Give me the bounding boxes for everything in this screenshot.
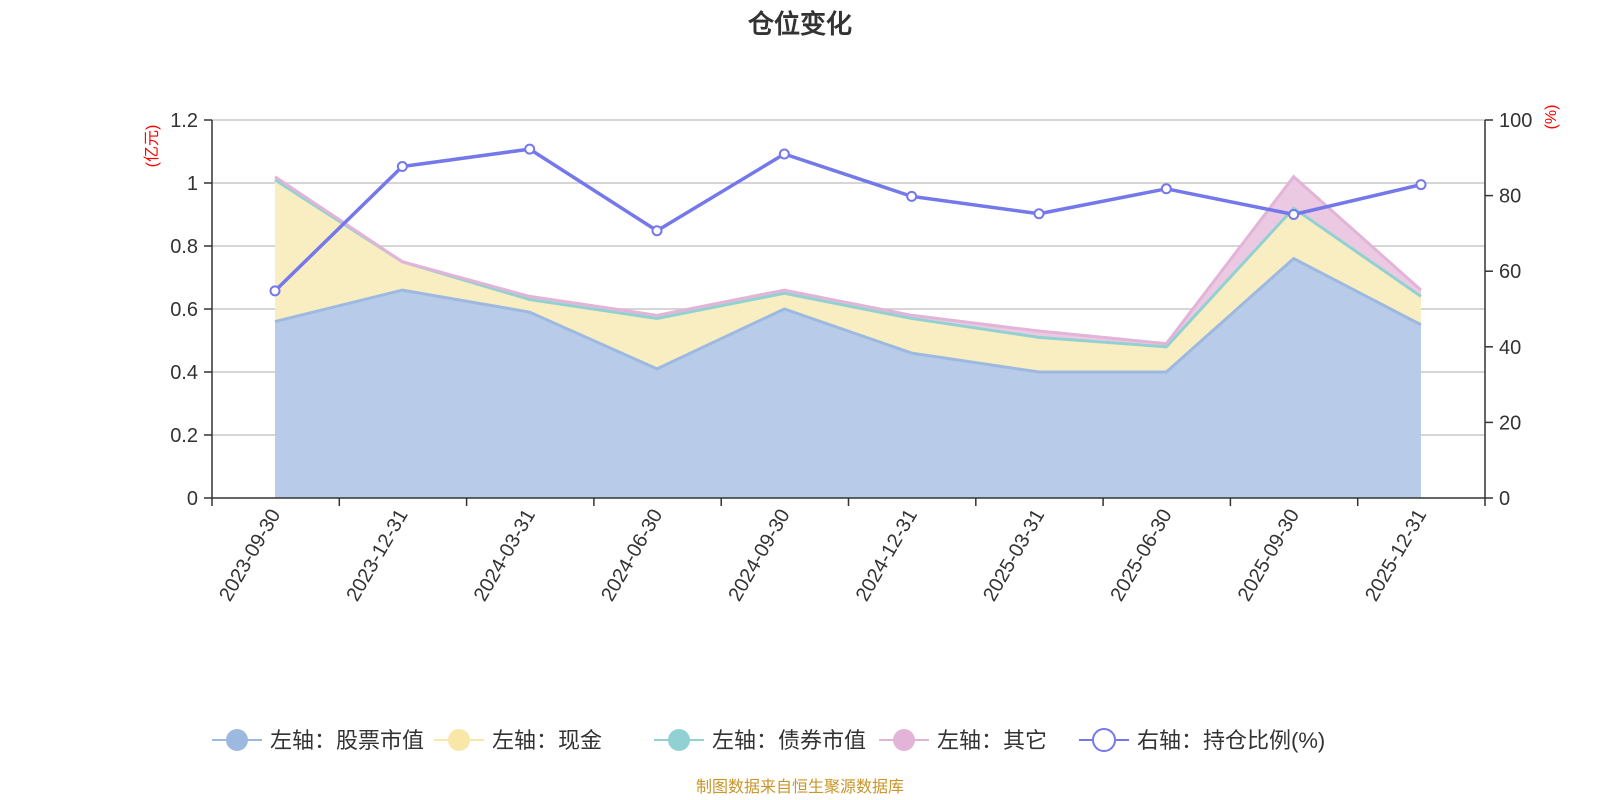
left-tick-label: 0.2 xyxy=(170,425,198,447)
holding-ratio-point xyxy=(778,148,790,160)
x-tick-label: 2024-09-30 xyxy=(724,506,794,606)
legend-item: 右轴：持仓比例(%) xyxy=(1079,728,1325,753)
legend-marker xyxy=(668,729,690,751)
x-tick-label: 2023-12-31 xyxy=(342,506,412,606)
holding-ratio-line xyxy=(273,147,1422,293)
holding-ratio-point xyxy=(396,160,408,172)
right-axis-unit: (%) xyxy=(1543,105,1560,130)
legend-item: 左轴：现金 xyxy=(434,728,602,753)
legend-item: 左轴：其它 xyxy=(879,728,1047,753)
right-tick-label: 0 xyxy=(1499,488,1510,510)
x-tick-label: 2024-03-31 xyxy=(470,506,540,606)
data-source-note: 制图数据来自恒生聚源数据库 xyxy=(696,778,904,796)
holding-ratio-point xyxy=(524,143,536,155)
right-tick-label: 40 xyxy=(1499,337,1521,359)
legend-marker xyxy=(1092,728,1116,752)
legend-marker xyxy=(448,729,470,751)
left-tick-label: 1.2 xyxy=(170,110,198,132)
legend: 左轴：股票市值 左轴：现金 左轴：债券市值 左轴：其它 右轴：持仓比例(%) xyxy=(212,728,1325,753)
legend-label: 左轴：现金 xyxy=(492,728,602,753)
holding-ratio-point xyxy=(906,190,918,202)
area-line xyxy=(274,178,1422,349)
area-line xyxy=(274,256,1422,374)
legend-label: 右轴：持仓比例(%) xyxy=(1137,728,1325,753)
area-series xyxy=(274,174,1422,498)
left-tick-label: 0.8 xyxy=(170,236,198,258)
holding-ratio-point xyxy=(651,225,663,237)
right-tick-label: 60 xyxy=(1499,261,1521,283)
x-tick-label: 2025-12-31 xyxy=(1361,506,1431,606)
legend-label: 左轴：其它 xyxy=(937,728,1047,753)
right-tick-label: 20 xyxy=(1499,412,1521,434)
area-line xyxy=(274,174,1422,346)
holding-ratio-point xyxy=(1160,183,1172,195)
area-fill xyxy=(275,179,1421,372)
x-tick-label: 2025-03-31 xyxy=(979,506,1049,606)
legend-item: 左轴：股票市值 xyxy=(212,728,424,753)
area-fill xyxy=(275,176,1421,347)
left-tick-label: 0.6 xyxy=(170,299,198,321)
area-fill xyxy=(275,258,1421,498)
holding-ratio-point xyxy=(1033,208,1045,220)
left-tick-label: 0.4 xyxy=(170,362,198,384)
x-tick-label: 2025-09-30 xyxy=(1234,506,1304,606)
x-tick-label: 2023-09-30 xyxy=(215,506,285,606)
x-tick-label: 2025-06-30 xyxy=(1106,506,1176,606)
legend-label: 左轴：股票市值 xyxy=(270,728,424,753)
left-tick-label: 1 xyxy=(187,173,198,195)
right-tick-label: 100 xyxy=(1499,110,1532,132)
left-axis-unit: (亿元) xyxy=(143,125,161,168)
x-tick-label: 2024-12-31 xyxy=(852,506,922,606)
holding-ratio-point xyxy=(1288,209,1300,220)
line-series xyxy=(269,143,1427,297)
x-tick-label: 2024-06-30 xyxy=(597,506,667,606)
legend-item: 左轴：债券市值 xyxy=(654,728,866,753)
left-tick-label: 0 xyxy=(187,488,198,510)
legend-marker xyxy=(893,729,915,751)
right-tick-label: 80 xyxy=(1499,186,1521,208)
chart-title: 仓位变化 xyxy=(747,9,852,39)
legend-label: 左轴：债券市值 xyxy=(712,728,866,753)
holding-ratio-point xyxy=(269,285,281,297)
legend-marker xyxy=(226,729,248,751)
holding-ratio-point xyxy=(1415,179,1427,191)
